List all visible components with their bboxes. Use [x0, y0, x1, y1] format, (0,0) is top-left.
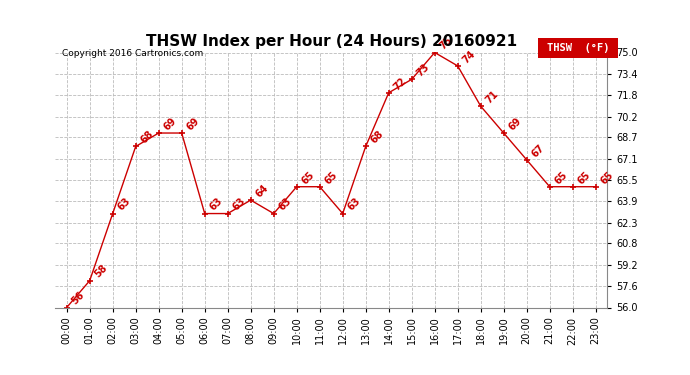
Text: 67: 67: [529, 142, 546, 159]
Text: 65: 65: [322, 170, 339, 186]
Text: 63: 63: [115, 196, 132, 213]
Text: 68: 68: [139, 129, 155, 146]
Text: 63: 63: [230, 196, 247, 213]
Text: 65: 65: [553, 170, 569, 186]
Text: 64: 64: [253, 183, 270, 200]
Text: THSW  (°F): THSW (°F): [546, 43, 609, 53]
Text: 56: 56: [70, 290, 86, 307]
Text: 63: 63: [277, 196, 293, 213]
Text: 73: 73: [415, 62, 431, 79]
Text: 74: 74: [460, 48, 477, 65]
Text: 69: 69: [161, 116, 178, 132]
Text: 65: 65: [575, 170, 592, 186]
Text: 69: 69: [506, 116, 523, 132]
Text: 75: 75: [437, 35, 454, 52]
Text: 58: 58: [92, 263, 109, 280]
Text: 65: 65: [598, 170, 615, 186]
Text: 63: 63: [346, 196, 362, 213]
Text: 72: 72: [391, 75, 408, 92]
Title: THSW Index per Hour (24 Hours) 20160921: THSW Index per Hour (24 Hours) 20160921: [146, 33, 517, 48]
Text: Copyright 2016 Cartronics.com: Copyright 2016 Cartronics.com: [62, 49, 204, 58]
Text: 69: 69: [184, 116, 201, 132]
Text: 68: 68: [368, 129, 385, 146]
Text: 63: 63: [208, 196, 224, 213]
Text: 65: 65: [299, 170, 316, 186]
Text: 71: 71: [484, 89, 500, 105]
